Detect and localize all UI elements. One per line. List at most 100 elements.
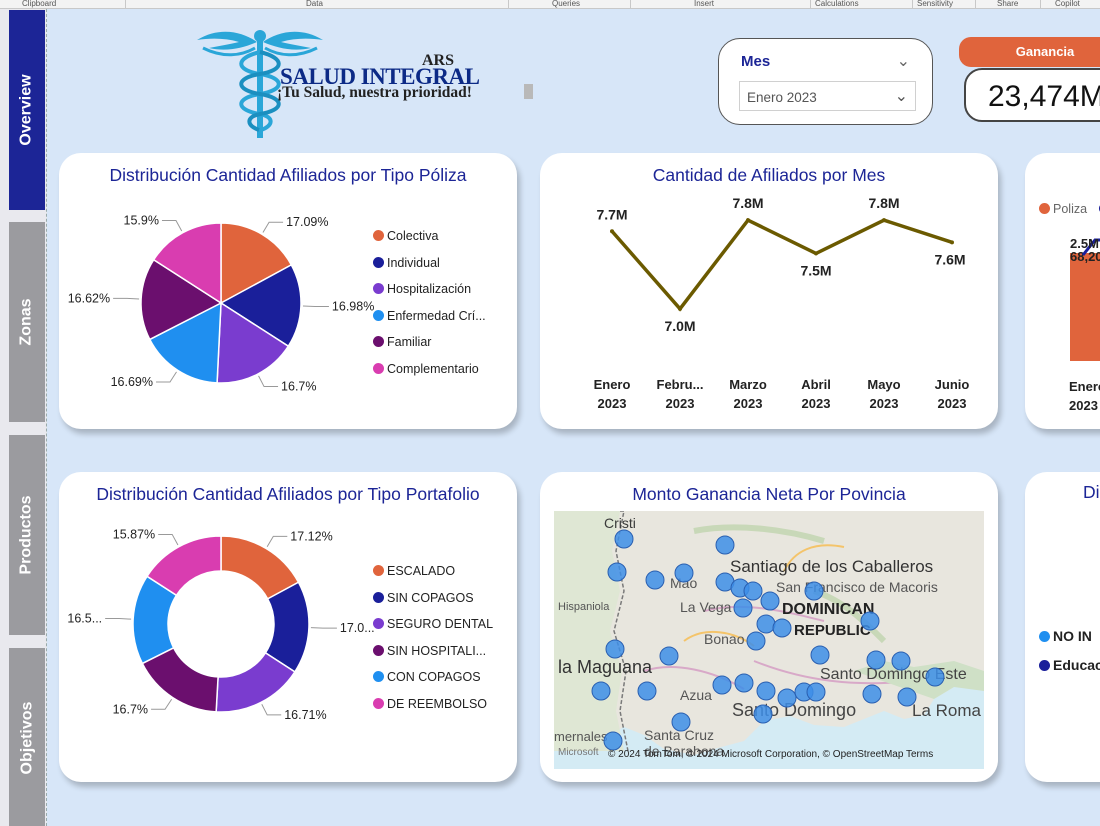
province-map[interactable]: Cristi Santiago de los Caballeros San Fr… (554, 511, 984, 769)
pie-poliza-legend-item[interactable]: Familiar (373, 335, 431, 353)
map-card[interactable]: Monto Ganancia Neta Por Povincia Cristi … (540, 472, 998, 782)
map-bubble[interactable] (925, 667, 945, 687)
partial-card-2-title: Di (1083, 482, 1100, 502)
pie-poliza-slice-1[interactable] (219, 263, 302, 348)
map-bubble[interactable] (772, 618, 792, 638)
line-afiliados-tick-label: Enero (594, 377, 631, 392)
tab-objetivos[interactable]: Objetivos (9, 648, 45, 826)
donut-portafolio-slice-5[interactable] (146, 535, 222, 597)
map-bubble[interactable] (733, 598, 753, 618)
pie-poliza-data-label: 16.7% (281, 380, 316, 394)
map-bubbles[interactable] (554, 511, 984, 769)
pie-poliza-legend-item[interactable]: Complementario (373, 362, 479, 380)
pie-poliza-legend-item[interactable]: Enfermedad Crí... (373, 309, 486, 327)
map-bubble[interactable] (866, 650, 886, 670)
legend-dot (1039, 203, 1050, 215)
map-bubble[interactable] (806, 682, 826, 702)
map-bubble[interactable] (715, 535, 735, 555)
chevron-down-icon[interactable]: ⌄ (896, 53, 910, 70)
donut-portafolio-chart[interactable]: 17.12% 17.0... 16.71% 16.7% 16.5... 15.87% (59, 472, 517, 782)
tab-productos-label: Productos (18, 495, 35, 575)
ribbon-data[interactable]: Data (306, 0, 323, 8)
donut-portafolio-card[interactable]: Distribución Cantidad Afiliados por Tipo… (59, 472, 517, 782)
map-bubble[interactable] (605, 639, 625, 659)
ribbon-copilot[interactable]: Copilot (1055, 0, 1080, 8)
ribbon-insert[interactable]: Insert (694, 0, 715, 8)
map-bubble[interactable] (756, 681, 776, 701)
pie-poliza-legend-label: Complementario (387, 361, 479, 376)
pie-poliza-slice-4[interactable] (140, 258, 223, 341)
line-afiliados-card[interactable]: Cantidad de Afiliados por Mes 7.7M 7.0M 7.… (540, 153, 998, 429)
map-bubble[interactable] (810, 645, 830, 665)
donut-portafolio-legend-item[interactable]: SEGURO DENTAL (373, 617, 493, 635)
donut-portafolio-legend-item[interactable]: SIN COPAGOS (373, 591, 474, 609)
pie-poliza-card[interactable]: Distribución Cantidad Afiliados por Tipo… (59, 153, 517, 429)
map-bubble[interactable] (897, 687, 917, 707)
donut-portafolio-legend-label: SIN HOSPITALI... (387, 643, 487, 658)
donut-portafolio-leader-line (151, 698, 173, 710)
donut-portafolio-legend-label: ESCALADO (387, 564, 456, 578)
partial-card-2[interactable]: Di NO IN Educac (1025, 472, 1100, 782)
line-afiliados-point[interactable] (950, 240, 954, 245)
donut-portafolio-legend-item[interactable]: SIN HOSPITALI... (373, 644, 486, 662)
map-bubble[interactable] (743, 581, 763, 601)
map-bubble[interactable] (637, 681, 657, 701)
map-bubble[interactable] (804, 581, 824, 601)
map-bubble[interactable] (603, 731, 623, 751)
line-afiliados-data-label: 7.8M (868, 195, 899, 211)
ribbon-share[interactable]: Share (997, 0, 1019, 8)
donut-portafolio-legend-item[interactable]: CON COPAGOS (373, 670, 481, 688)
map-bubble[interactable] (756, 614, 776, 634)
map-attribution[interactable]: © 2024 TomTom, © 2024 Microsoft Corporat… (608, 749, 934, 760)
line-afiliados-tick-label: 2023 (666, 396, 695, 411)
line-afiliados-tick-label: 2023 (938, 396, 967, 411)
map-bubble[interactable] (860, 611, 880, 631)
map-bubble[interactable] (607, 562, 627, 582)
tab-productos[interactable]: Productos (9, 435, 45, 635)
map-label-hispaniola: Hispaniola (558, 601, 610, 613)
map-bubble[interactable] (753, 704, 773, 724)
line-afiliados-chart[interactable]: 7.7M 7.0M 7.8M 7.5M 7.8M 7.6M Enero 2023 Febru..… (540, 153, 998, 429)
line-afiliados-point[interactable] (678, 306, 682, 311)
line-afiliados-point[interactable] (746, 218, 750, 223)
line-afiliados-point[interactable] (882, 218, 886, 223)
line-afiliados-series[interactable] (610, 217, 953, 312)
map-bubble[interactable] (891, 651, 911, 671)
map-bubble[interactable] (659, 646, 679, 666)
pie-poliza-slice-3[interactable] (148, 301, 222, 384)
donut-portafolio-legend-item[interactable]: ESCALADO (373, 564, 455, 582)
line-afiliados-point[interactable] (610, 229, 614, 234)
map-bubble[interactable] (674, 563, 694, 583)
map-bubble[interactable] (614, 529, 634, 549)
month-dropdown[interactable]: Enero 2023 ⌄ (739, 81, 916, 111)
pie-poliza-slice-5[interactable] (152, 222, 222, 305)
partial-legend-item-label: NO IN (1053, 628, 1092, 644)
ribbon-queries[interactable]: Queries (552, 0, 581, 8)
map-bubble[interactable] (671, 712, 691, 732)
tab-overview[interactable]: Overview (9, 10, 45, 210)
pie-poliza-legend-item[interactable]: Hospitalización (373, 282, 471, 300)
pie-poliza-chart[interactable]: 17.09% 16.98% 16.7% 16.69% 16.62% 15.9% (59, 153, 517, 429)
pie-poliza-legend-item[interactable]: Colectiva (373, 229, 438, 247)
map-bubble[interactable] (591, 681, 611, 701)
pie-poliza-legend-item[interactable]: Individual (373, 256, 440, 274)
map-bubble[interactable] (645, 570, 665, 590)
ribbon-clipboard[interactable]: Clipboard (22, 0, 57, 8)
map-bubble[interactable] (746, 631, 766, 651)
map-bubble[interactable] (760, 591, 780, 611)
line-afiliados-point[interactable] (814, 251, 818, 256)
pie-poliza-slice-0[interactable] (220, 222, 293, 305)
pie-poliza-slice-2[interactable] (216, 301, 290, 384)
ribbon-sensitivity[interactable]: Sensitivity (917, 0, 954, 8)
ribbon-calculations[interactable]: Calculations (815, 0, 859, 8)
donut-portafolio-legend-item[interactable]: DE REEMBOLSO (373, 697, 487, 715)
tab-zonas[interactable]: Zonas (9, 222, 45, 422)
donut-portafolio-leader-line (266, 535, 288, 547)
map-bubble[interactable] (712, 675, 732, 695)
legend-dot (1039, 630, 1050, 642)
map-bubble[interactable] (777, 688, 797, 708)
donut-portafolio-legend-label: DE REEMBOLSO (387, 696, 488, 711)
partial-bar-card[interactable]: Poliza 68,205 2.5M Enero 2023 (1025, 153, 1100, 429)
map-bubble[interactable] (734, 673, 754, 693)
map-bubble[interactable] (862, 684, 882, 704)
